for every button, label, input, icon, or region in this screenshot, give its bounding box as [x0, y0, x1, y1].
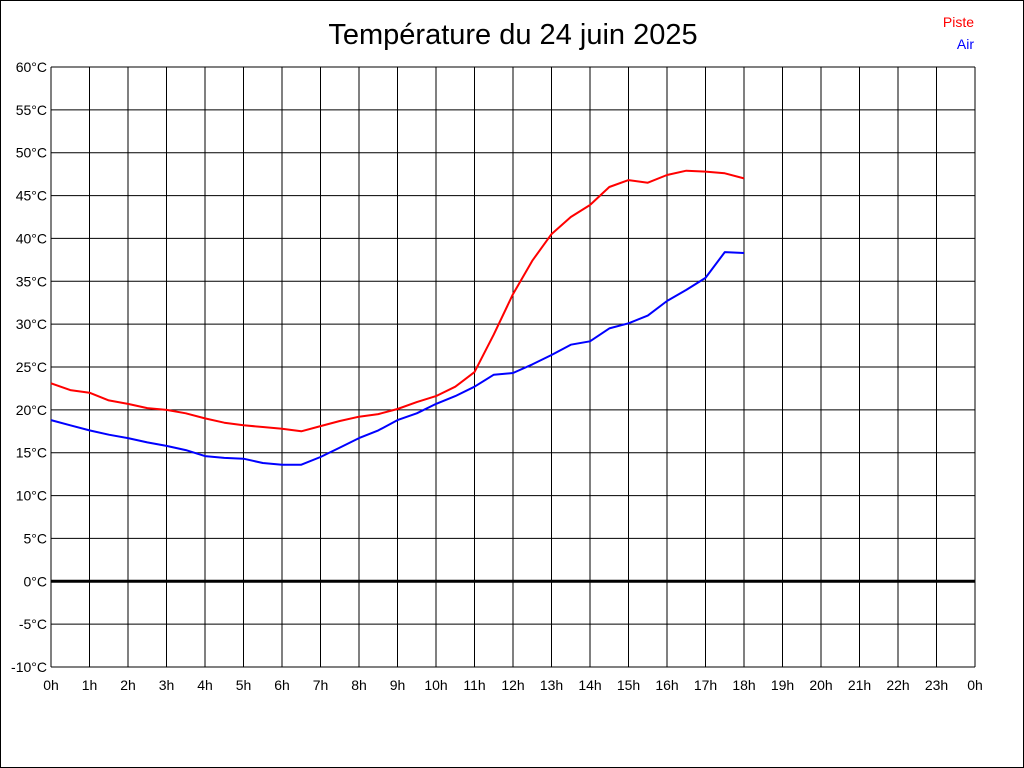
legend-air: Air [956, 36, 974, 52]
x-tick-label: 14h [578, 677, 601, 693]
x-tick-label: 16h [655, 677, 678, 693]
series-line-air [50, 251, 745, 466]
x-tick-label: 4h [197, 677, 213, 693]
x-tick-label: 22h [886, 677, 909, 693]
y-tick-label: 5°C [24, 530, 48, 546]
x-tick-label: 10h [424, 677, 447, 693]
x-tick-label: 11h [463, 677, 485, 693]
y-tick-label: 60°C [16, 59, 47, 75]
y-tick-label: 50°C [16, 145, 47, 161]
x-tick-label: 23h [925, 677, 948, 693]
y-tick-label: 20°C [16, 402, 47, 418]
series-line-piste [50, 169, 745, 433]
y-tick-label: 45°C [16, 188, 47, 204]
x-tick-label: 3h [159, 677, 175, 693]
x-tick-label: 13h [540, 677, 563, 693]
y-tick-label: -10°C [11, 659, 47, 675]
x-tick-label: 12h [501, 677, 524, 693]
y-tick-label: 35°C [16, 273, 47, 289]
x-tick-label: 6h [274, 677, 290, 693]
x-tick-label: 5h [236, 677, 252, 693]
y-tick-label: 10°C [16, 488, 47, 504]
x-tick-label: 20h [809, 677, 832, 693]
y-tick-label: -5°C [19, 616, 47, 632]
x-tick-label: 17h [694, 677, 717, 693]
x-tick-label: 0h [43, 677, 59, 693]
x-tick-label: 7h [313, 677, 329, 693]
x-tick-label: 19h [771, 677, 794, 693]
x-tick-label: 9h [390, 677, 406, 693]
y-tick-label: 0°C [24, 573, 48, 589]
x-tick-label: 0h [967, 677, 983, 693]
y-tick-label: 30°C [16, 316, 47, 332]
chart-title: Température du 24 juin 2025 [328, 19, 698, 51]
y-tick-label: 40°C [16, 230, 47, 246]
x-tick-label: 18h [732, 677, 755, 693]
y-tick-label: 55°C [16, 102, 47, 118]
legend-piste: Piste [942, 14, 974, 30]
x-tick-label: 15h [617, 677, 640, 693]
y-tick-label: 25°C [16, 359, 47, 375]
x-tick-label: 1h [82, 677, 98, 693]
x-tick-label: 8h [351, 677, 367, 693]
y-tick-label: 15°C [16, 445, 47, 461]
x-tick-label: 21h [848, 677, 871, 693]
x-tick-label: 2h [120, 677, 136, 693]
